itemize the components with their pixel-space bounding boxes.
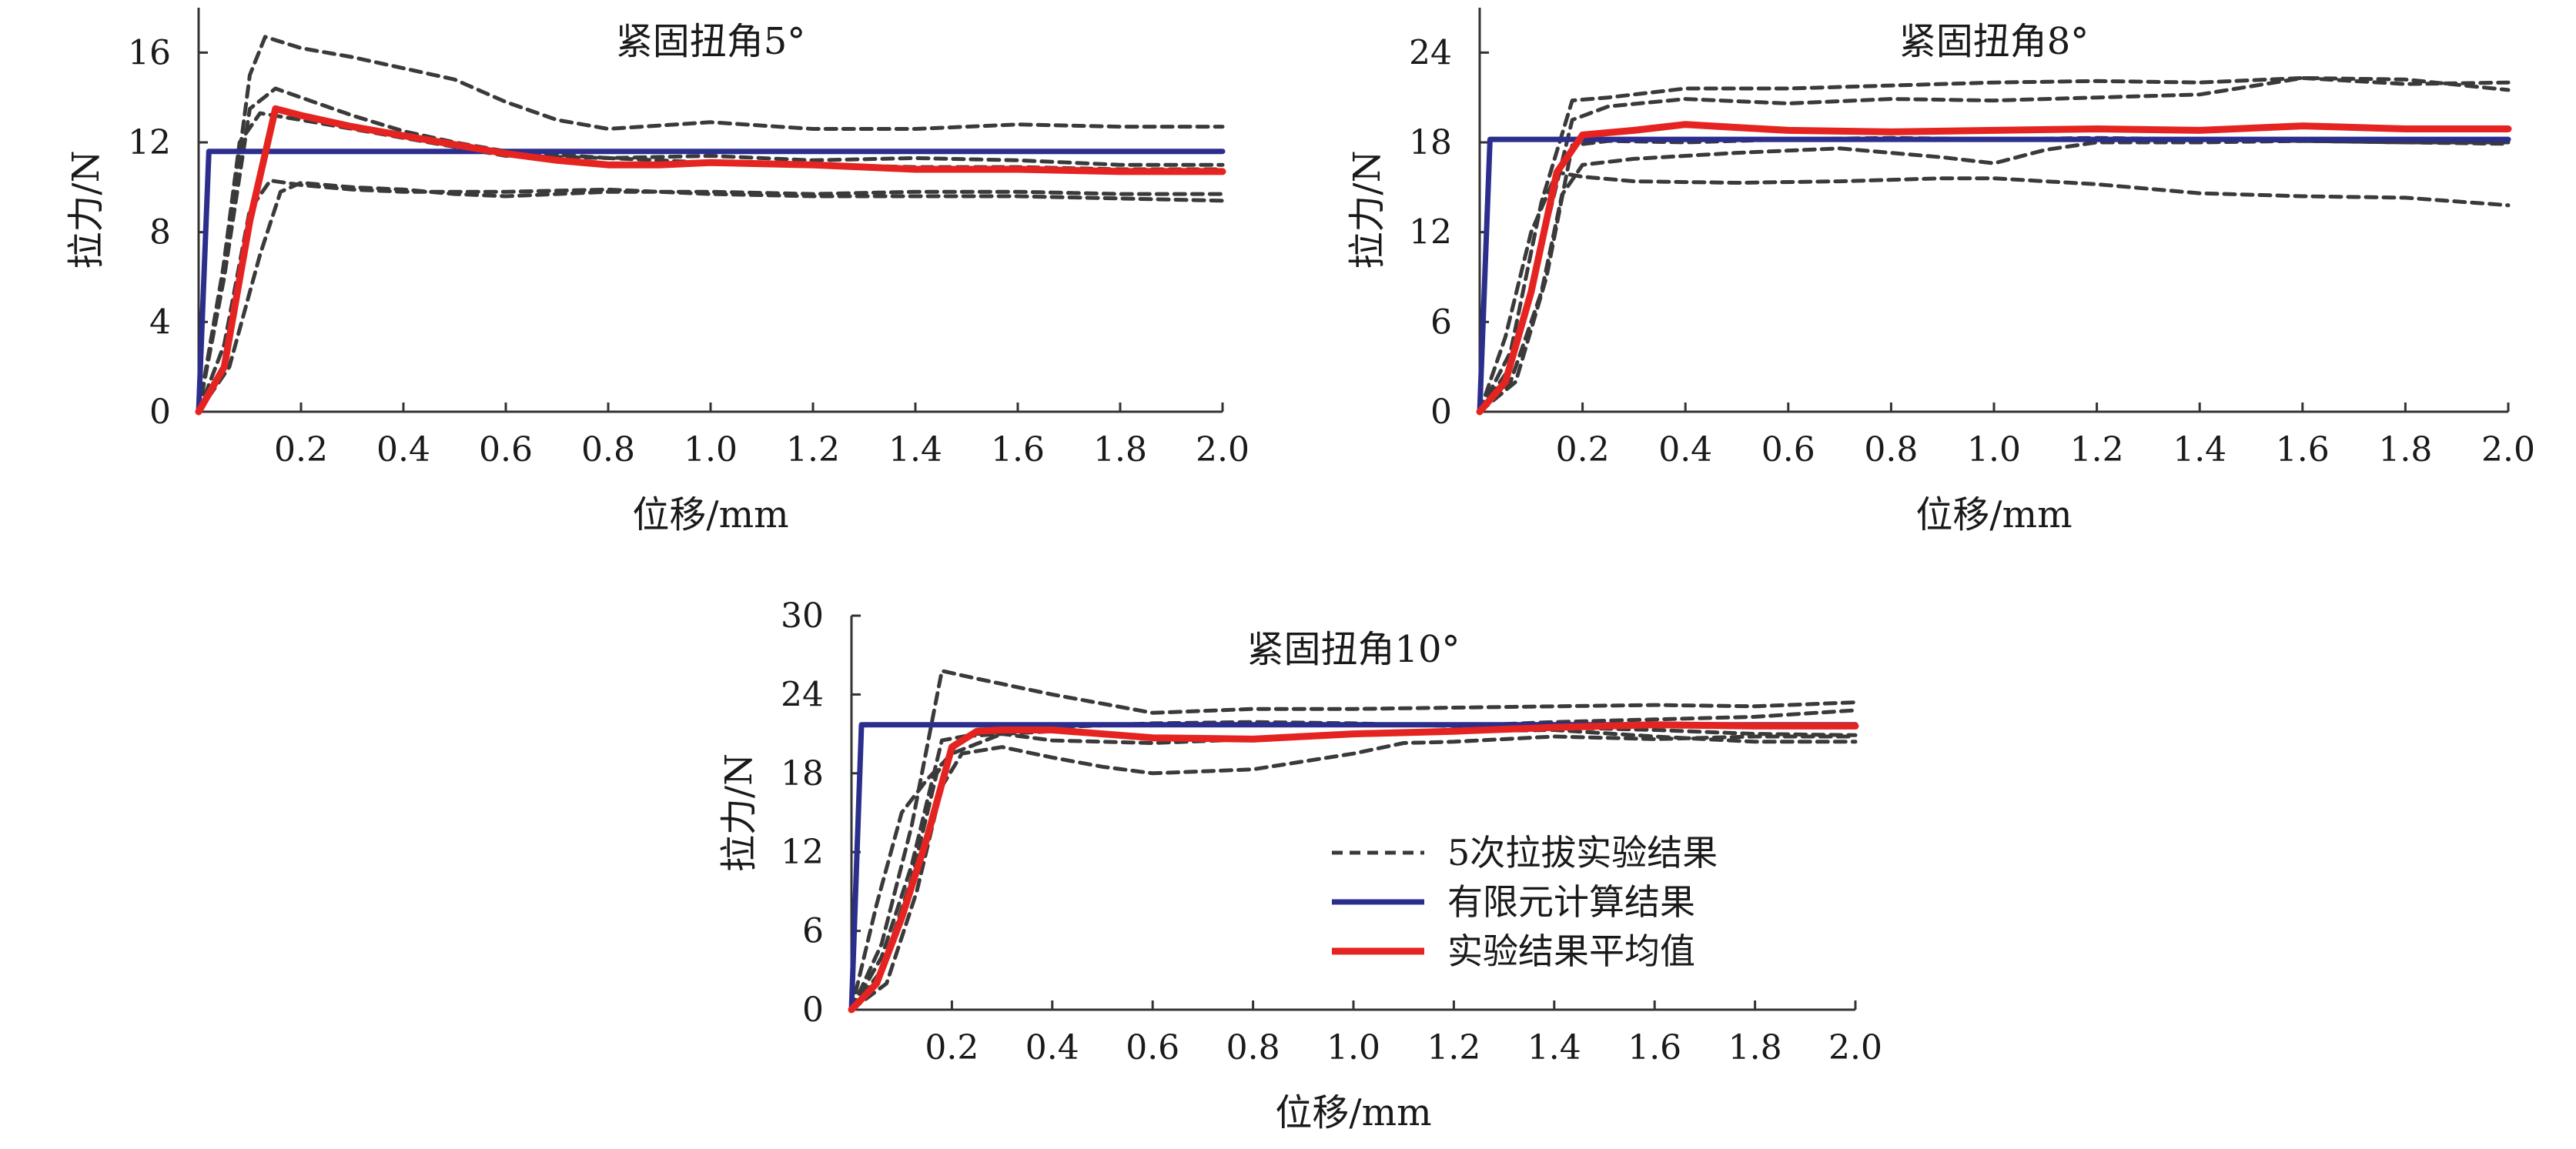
x-axis-title: 位移/mm	[1275, 1091, 1431, 1134]
x-tick-label: 0.6	[479, 430, 533, 469]
series-average	[195, 105, 1226, 416]
legend-label-average: 实验结果平均值	[1447, 930, 1695, 972]
y-tick-label: 8	[149, 213, 171, 252]
x-tick-label: 0.2	[925, 1028, 979, 1067]
x-tick-label: 1.2	[1427, 1028, 1480, 1067]
x-tick-label: 1.4	[1527, 1028, 1581, 1067]
series-experiment-run-5	[196, 179, 1225, 414]
y-axis-title: 拉力/N	[718, 753, 761, 872]
series-average	[1476, 121, 2512, 416]
x-tick-label: 1.2	[2070, 430, 2124, 469]
series-experiment-run-2	[1477, 75, 2511, 414]
x-tick-label: 0.8	[581, 430, 635, 469]
chart-title: 紧固扭角5°	[616, 20, 806, 63]
legend-label-experiment-runs: 5次拉拔实验结果	[1447, 832, 1718, 873]
chart-twist-angle-8: 0.2 0.4 0.6 0.8 1.0 1.2 1.4 1.6 1.8 2.0 0 6 12 18 24 位移…	[1346, 8, 2535, 536]
x-tick-label: 0.2	[1556, 430, 1610, 469]
y-tick-label: 24	[781, 675, 824, 714]
y-tick-label: 0	[1430, 392, 1452, 432]
x-tick-label: 1.4	[2173, 430, 2226, 469]
x-tick-label: 1.8	[2378, 430, 2432, 469]
x-tick-label: 0.8	[1226, 1028, 1280, 1067]
series-experiment-run-6	[849, 725, 1858, 1012]
series-fem	[1477, 136, 2511, 415]
y-tick-label: 12	[128, 123, 171, 162]
legend: 5次拉拔实验结果 有限元计算结果 实验结果平均值	[1332, 832, 1718, 972]
x-tick-label: 1.6	[2276, 430, 2330, 469]
x-tick-label: 0.4	[376, 430, 430, 469]
x-tick-label: 1.6	[1628, 1028, 1681, 1067]
series-experiment-run-6	[196, 181, 1225, 414]
series-fem	[848, 722, 1858, 1013]
x-axis-title: 位移/mm	[632, 493, 788, 536]
x-tick-label: 0.8	[1864, 430, 1918, 469]
x-tick-label: 0.6	[1761, 430, 1815, 469]
x-tick-label: 0.4	[1658, 430, 1712, 469]
x-tick-label: 2.0	[1828, 1028, 1882, 1067]
series-experiment-run-4	[1477, 170, 2511, 414]
chart-title: 紧固扭角10°	[1246, 628, 1460, 671]
series-experiment-run-2	[849, 669, 1858, 1012]
y-tick-label: 18	[781, 754, 824, 793]
series-experiment-run-3	[196, 86, 1225, 414]
series-fem	[196, 149, 1226, 415]
x-tick-label: 1.4	[888, 430, 942, 469]
series-experiment-run-4	[196, 111, 1225, 414]
x-tick-label: 2.0	[2481, 430, 2535, 469]
series-average	[848, 721, 1859, 1014]
y-tick-label: 12	[781, 833, 824, 872]
chart-title: 紧固扭角8°	[1899, 20, 2089, 63]
y-tick-label: 6	[802, 912, 824, 951]
y-tick-label: 4	[149, 302, 171, 342]
x-tick-label: 0.4	[1025, 1028, 1079, 1067]
y-axis-title: 拉力/N	[65, 150, 108, 269]
series-experiment-run-2	[196, 35, 1225, 414]
x-tick-label: 1.6	[991, 430, 1045, 469]
x-tick-label: 0.2	[274, 430, 328, 469]
y-tick-label: 0	[149, 392, 171, 432]
x-tick-label: 1.0	[1967, 430, 2021, 469]
chart-twist-angle-10: 0.2 0.4 0.6 0.8 1.0 1.2 1.4 1.6 1.8 2.0 0 6 12 18 24 30…	[718, 596, 1882, 1134]
x-tick-label: 1.8	[1728, 1028, 1782, 1067]
y-tick-label: 18	[1409, 123, 1452, 162]
legend-label-fem: 有限元计算结果	[1447, 881, 1695, 923]
y-tick-label: 16	[128, 33, 171, 72]
x-axis-title: 位移/mm	[1915, 493, 2072, 536]
chart-twist-angle-5: 0.2 0.4 0.6 0.8 1.0 1.2 1.4 1.6 1.8 2.0 0 4 8 12 16 位移/…	[65, 8, 1250, 536]
y-tick-label: 24	[1409, 33, 1452, 72]
y-tick-label: 12	[1409, 213, 1452, 252]
y-axis-title: 拉力/N	[1346, 150, 1389, 269]
y-tick-label: 6	[1430, 302, 1452, 342]
x-tick-label: 1.0	[684, 430, 738, 469]
x-tick-label: 2.0	[1196, 430, 1250, 469]
y-tick-label: 0	[802, 990, 824, 1030]
x-tick-label: 1.0	[1326, 1028, 1380, 1067]
x-tick-label: 1.8	[1093, 430, 1147, 469]
y-tick-label: 30	[781, 596, 824, 636]
x-tick-label: 1.2	[786, 430, 840, 469]
x-tick-label: 0.6	[1126, 1028, 1179, 1067]
